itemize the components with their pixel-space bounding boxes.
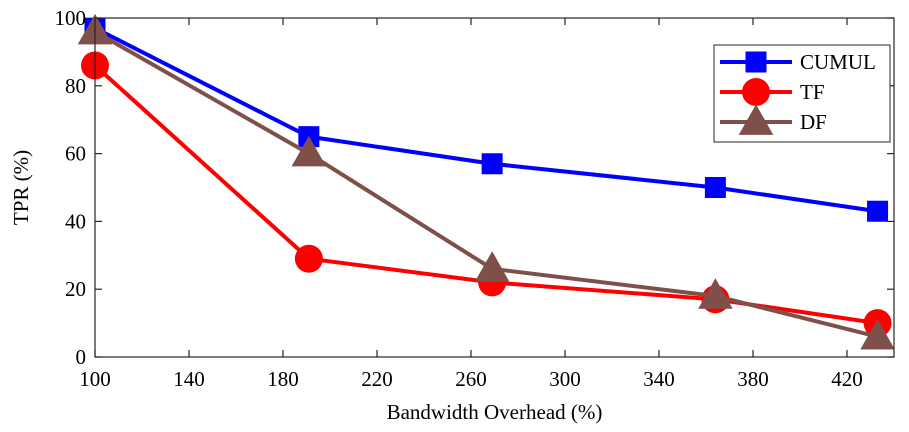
y-tick-label: 80	[65, 74, 86, 98]
series-layer	[77, 13, 895, 350]
data-point-df	[474, 251, 510, 282]
data-point-cumul	[867, 200, 889, 222]
data-point-df	[291, 135, 327, 167]
x-tick-label: 380	[737, 367, 769, 391]
data-point-tf	[294, 244, 323, 273]
data-point-df	[698, 278, 733, 309]
plot-frame	[94, 17, 895, 358]
y-tick-label: 100	[55, 6, 87, 30]
x-tick-label: 260	[455, 367, 487, 391]
y-tick-label: 20	[65, 277, 86, 301]
legend-label-cumul: CUMUL	[800, 50, 876, 74]
series-df	[77, 13, 895, 350]
legend-item-tf: TF	[720, 78, 825, 106]
y-axis-label: TPR (%)	[9, 150, 33, 225]
x-tick-label: 180	[267, 367, 299, 391]
x-tick-label: 340	[643, 367, 675, 391]
x-tick-label: 220	[361, 367, 393, 391]
legend-item-cumul: CUMUL	[720, 50, 876, 74]
y-tick-label: 40	[65, 209, 86, 233]
x-tick-label: 420	[831, 367, 863, 391]
legend-label-tf: TF	[800, 80, 825, 104]
y-tick-label: 60	[65, 142, 86, 166]
data-point-cumul	[704, 177, 726, 198]
data-point-df	[860, 318, 895, 350]
legend-item-df: DF	[720, 104, 827, 135]
x-tick-label: 140	[173, 367, 205, 391]
legend-marker-df	[738, 104, 774, 135]
tick-layer: 100 140 180 220 260 300 340 380 420 0 20 40 60 80 100	[55, 6, 894, 391]
legend-label-df: DF	[800, 110, 827, 134]
legend-marker-tf	[742, 78, 770, 106]
legend: CUMUL TF DF	[713, 44, 891, 143]
x-axis-label: Bandwidth Overhead (%)	[387, 400, 603, 424]
y-tick-label: 0	[76, 345, 87, 369]
x-tick-label: 100	[79, 367, 111, 391]
x-tick-label: 300	[549, 367, 581, 391]
data-point-cumul	[481, 153, 503, 175]
legend-marker-cumul	[745, 51, 767, 73]
